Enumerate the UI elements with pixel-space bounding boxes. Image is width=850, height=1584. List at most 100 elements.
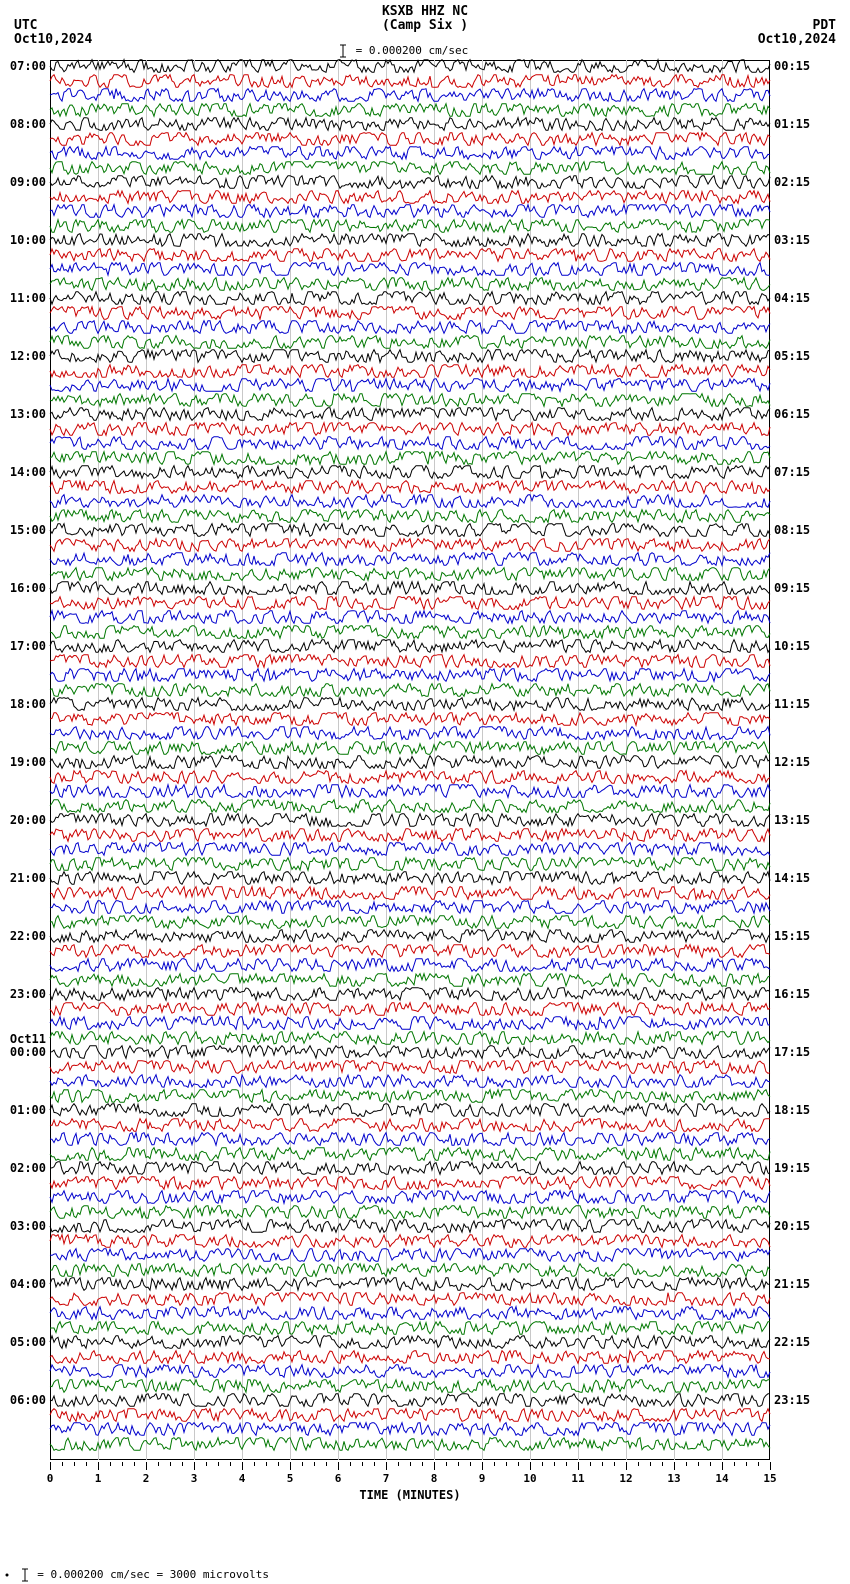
trace-waveform: [50, 1219, 770, 1233]
trace-row: [50, 668, 770, 682]
x-tick-major: [386, 1462, 387, 1470]
x-tick-label: 11: [571, 1472, 584, 1485]
trace-waveform: [50, 1437, 770, 1451]
utc-time-label: 00:00: [10, 1045, 46, 1059]
x-tick-major: [770, 1462, 771, 1470]
trace-waveform: [50, 277, 770, 291]
trace-waveform: [50, 378, 770, 392]
header: KSXB HHZ NC (Camp Six ) UTC Oct10,2024 P…: [0, 0, 850, 50]
trace-waveform: [50, 1364, 770, 1378]
utc-time-label: 20:00: [10, 813, 46, 827]
x-tick-minor: [494, 1462, 495, 1466]
trace-waveform: [50, 523, 770, 537]
x-tick-minor: [314, 1462, 315, 1466]
footer-note: = 0.000200 cm/sec = 3000 microvolts: [4, 1568, 269, 1582]
trace-row: [50, 1364, 770, 1378]
trace-row: [50, 1147, 770, 1161]
trace-waveform: [50, 320, 770, 334]
trace-waveform: [50, 451, 770, 465]
trace-waveform: [50, 538, 770, 552]
trace-waveform: [50, 407, 770, 421]
trace-row: [50, 1393, 770, 1407]
trace-row: [50, 567, 770, 581]
trace-row: [50, 871, 770, 885]
trace-waveform: [50, 349, 770, 363]
trace-waveform: [50, 654, 770, 668]
trace-row: [50, 1190, 770, 1204]
utc-time-label: 03:00: [10, 1219, 46, 1233]
x-tick-label: 8: [431, 1472, 438, 1485]
trace-row: [50, 610, 770, 624]
trace-row: [50, 161, 770, 175]
trace-row: [50, 683, 770, 697]
trace-row: [50, 755, 770, 769]
trace-row: [50, 1045, 770, 1059]
trace-row: [50, 1408, 770, 1422]
trace-waveform: [50, 697, 770, 711]
trace-row: [50, 1132, 770, 1146]
pdt-time-label: 01:15: [774, 117, 810, 131]
trace-waveform: [50, 842, 770, 856]
utc-time-label: 14:00: [10, 465, 46, 479]
trace-row: [50, 407, 770, 421]
x-tick-label: 13: [667, 1472, 680, 1485]
x-tick-label: 4: [239, 1472, 246, 1485]
trace-waveform: [50, 480, 770, 494]
location-title: (Camp Six ): [382, 18, 468, 33]
x-tick-minor: [266, 1462, 267, 1466]
x-tick-label: 15: [763, 1472, 776, 1485]
pdt-date-label: Oct10,2024: [758, 32, 836, 47]
plot-area: 07:0000:1508:0001:1509:0002:1510:0003:15…: [50, 60, 770, 1460]
utc-time-label: 06:00: [10, 1393, 46, 1407]
x-tick-major: [626, 1462, 627, 1470]
trace-waveform: [50, 929, 770, 943]
trace-waveform: [50, 1292, 770, 1306]
trace-waveform: [50, 784, 770, 798]
trace-waveform: [50, 248, 770, 262]
trace-row: [50, 1219, 770, 1233]
x-tick-minor: [254, 1462, 255, 1466]
x-tick-minor: [110, 1462, 111, 1466]
day-change-label: Oct11: [10, 1032, 46, 1046]
trace-row: [50, 393, 770, 407]
trace-row: [50, 900, 770, 914]
trace-row: [50, 190, 770, 204]
trace-waveform: [50, 422, 770, 436]
trace-row: [50, 1205, 770, 1219]
trace-waveform: [50, 900, 770, 914]
trace-waveform: [50, 915, 770, 929]
trace-row: [50, 944, 770, 958]
x-tick-minor: [218, 1462, 219, 1466]
x-tick-label: 9: [479, 1472, 486, 1485]
pdt-time-label: 10:15: [774, 639, 810, 653]
trace-waveform: [50, 668, 770, 682]
trace-waveform: [50, 1089, 770, 1103]
x-tick-minor: [458, 1462, 459, 1466]
utc-time-label: 21:00: [10, 871, 46, 885]
x-tick-label: 2: [143, 1472, 150, 1485]
trace-row: [50, 1016, 770, 1030]
trace-waveform: [50, 132, 770, 146]
utc-time-label: 18:00: [10, 697, 46, 711]
x-tick-minor: [734, 1462, 735, 1466]
trace-waveform: [50, 886, 770, 900]
x-tick-minor: [650, 1462, 651, 1466]
utc-time-label: 07:00: [10, 59, 46, 73]
x-tick-minor: [470, 1462, 471, 1466]
x-tick-minor: [134, 1462, 135, 1466]
x-tick-label: 7: [383, 1472, 390, 1485]
trace-row: [50, 1437, 770, 1451]
pdt-time-label: 21:15: [774, 1277, 810, 1291]
x-axis-title: TIME (MINUTES): [359, 1488, 460, 1502]
trace-waveform: [50, 596, 770, 610]
trace-waveform: [50, 1321, 770, 1335]
trace-waveform: [50, 59, 770, 73]
trace-row: [50, 842, 770, 856]
trace-row: [50, 1306, 770, 1320]
x-tick-minor: [506, 1462, 507, 1466]
trace-row: [50, 277, 770, 291]
utc-time-label: 11:00: [10, 291, 46, 305]
trace-waveform: [50, 88, 770, 102]
trace-row: [50, 857, 770, 871]
trace-waveform: [50, 1248, 770, 1262]
